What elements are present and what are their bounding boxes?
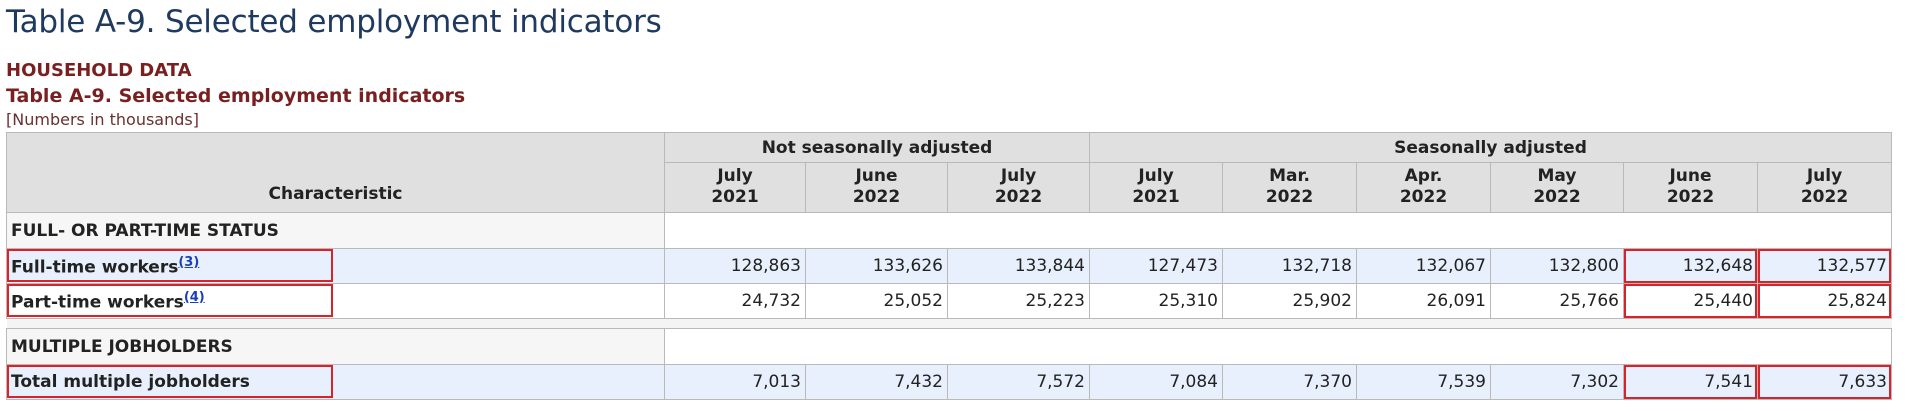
table-row: Full-time workers(3) 128,863 133,626 133… bbox=[6, 248, 1892, 284]
row-label-total-multiple-jobholders: Total multiple jobholders bbox=[6, 364, 665, 400]
column-header: Mar. 2022 bbox=[1222, 162, 1357, 213]
column-year: 2021 bbox=[711, 187, 759, 207]
section-heading-full-part-time: FULL- OR PART-TIME STATUS bbox=[6, 212, 665, 249]
table-cell: 133,626 bbox=[805, 248, 948, 284]
seasonally-adjusted-header: Seasonally adjusted bbox=[1089, 132, 1892, 163]
table-cell: 133,844 bbox=[947, 248, 1090, 284]
table-cell: 26,091 bbox=[1356, 283, 1491, 319]
table-cell-highlighted: 25,440 bbox=[1623, 283, 1758, 319]
column-month: July bbox=[1806, 166, 1843, 186]
row-label-text: Full-time workers bbox=[11, 257, 179, 278]
table-cell: 7,432 bbox=[805, 364, 948, 400]
table-cell: 7,302 bbox=[1490, 364, 1624, 400]
table-cell: 25,902 bbox=[1222, 283, 1357, 319]
column-header: July 2022 bbox=[1757, 162, 1892, 213]
section-heading-multiple-jobholders: MULTIPLE JOBHOLDERS bbox=[6, 328, 665, 365]
table-cell: 7,084 bbox=[1089, 364, 1223, 400]
spacer-cell bbox=[6, 318, 1892, 329]
table-cell-highlighted: 7,541 bbox=[1623, 364, 1758, 400]
column-month: June bbox=[855, 166, 898, 186]
row-spacer bbox=[6, 318, 1892, 329]
section-fill bbox=[664, 328, 1892, 365]
column-month: July bbox=[1000, 166, 1037, 186]
column-header: July 2021 bbox=[1089, 162, 1223, 213]
table-cell: 7,370 bbox=[1222, 364, 1357, 400]
column-month: May bbox=[1537, 166, 1577, 186]
units-note: [Numbers in thousands] bbox=[6, 110, 199, 129]
table-cell-highlighted: 25,824 bbox=[1757, 283, 1892, 319]
table-cell: 25,223 bbox=[947, 283, 1090, 319]
table-cell: 7,539 bbox=[1356, 364, 1491, 400]
table-cell: 25,310 bbox=[1089, 283, 1223, 319]
column-month: June bbox=[1669, 166, 1712, 186]
column-header: May 2022 bbox=[1490, 162, 1624, 213]
footnote-link[interactable]: (4) bbox=[183, 289, 205, 305]
column-year: 2022 bbox=[994, 187, 1043, 207]
employment-indicators-table: Characteristic Not seasonally adjusted S… bbox=[6, 132, 1892, 400]
column-month: July bbox=[717, 166, 753, 186]
not-seasonally-adjusted-header: Not seasonally adjusted bbox=[664, 132, 1090, 163]
section-fill bbox=[664, 212, 1892, 249]
footnote-link[interactable]: (3) bbox=[178, 254, 200, 270]
column-header: July 2022 bbox=[947, 162, 1090, 213]
table-cell: 24,732 bbox=[664, 283, 806, 319]
column-month: Mar. bbox=[1269, 166, 1310, 186]
column-year: 2022 bbox=[1800, 187, 1849, 207]
table-cell: 7,572 bbox=[947, 364, 1090, 400]
page-title: Table A-9. Selected employment indicator… bbox=[6, 4, 662, 40]
table-title: Table A-9. Selected employment indicator… bbox=[6, 85, 466, 107]
column-header: June 2022 bbox=[805, 162, 948, 213]
column-year: 2022 bbox=[1265, 187, 1314, 207]
row-label-part-time-workers: Part-time workers(4) bbox=[6, 283, 665, 319]
column-year: 2022 bbox=[1666, 187, 1715, 207]
table-row: Total multiple jobholders 7,013 7,432 7,… bbox=[6, 364, 1892, 400]
table-row: Part-time workers(4) 24,732 25,052 25,22… bbox=[6, 283, 1892, 319]
table-cell: 132,800 bbox=[1490, 248, 1624, 284]
table-cell-highlighted: 132,648 bbox=[1623, 248, 1758, 284]
table-cell: 25,766 bbox=[1490, 283, 1624, 319]
row-label-text: Total multiple jobholders bbox=[11, 372, 250, 392]
table-cell: 127,473 bbox=[1089, 248, 1223, 284]
table-cell: 7,013 bbox=[664, 364, 806, 400]
column-month: July bbox=[1138, 166, 1174, 186]
table-cell: 132,067 bbox=[1356, 248, 1491, 284]
column-year: 2022 bbox=[1399, 187, 1448, 207]
characteristic-header: Characteristic bbox=[6, 132, 665, 213]
section-label: HOUSEHOLD DATA bbox=[6, 60, 192, 81]
table-cell: 128,863 bbox=[664, 248, 806, 284]
table-cell-highlighted: 7,633 bbox=[1757, 364, 1892, 400]
table-cell: 132,718 bbox=[1222, 248, 1357, 284]
table-cell-highlighted: 132,577 bbox=[1757, 248, 1892, 284]
column-year: 2022 bbox=[852, 187, 901, 207]
column-year: 2022 bbox=[1533, 187, 1581, 207]
row-label-text: Part-time workers bbox=[11, 292, 184, 313]
column-year: 2021 bbox=[1132, 187, 1180, 207]
table-cell: 25,052 bbox=[805, 283, 948, 319]
column-month: Apr. bbox=[1404, 166, 1443, 186]
column-header: June 2022 bbox=[1623, 162, 1758, 213]
column-header: July 2021 bbox=[664, 162, 806, 213]
row-label-full-time-workers: Full-time workers(3) bbox=[6, 248, 665, 284]
column-header: Apr. 2022 bbox=[1356, 162, 1491, 213]
